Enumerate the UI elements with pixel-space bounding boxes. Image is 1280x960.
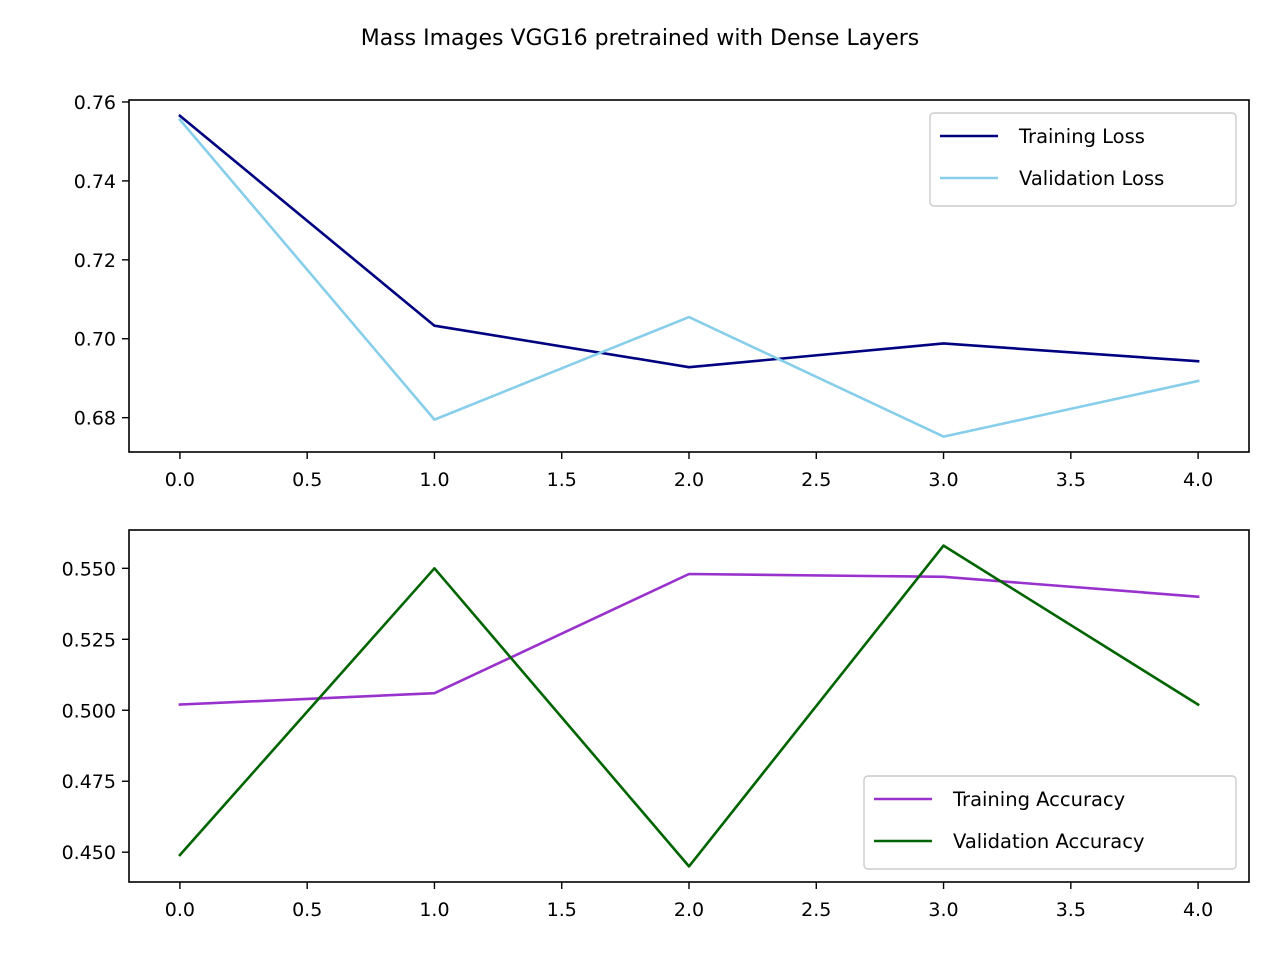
legend-label: Training Loss — [1018, 125, 1145, 148]
x-tick-label: 1.5 — [547, 899, 577, 921]
x-tick-label: 3.5 — [1056, 469, 1086, 491]
series-line-validation-loss — [178, 117, 1200, 438]
x-tick-label: 4.0 — [1183, 469, 1213, 491]
y-tick-label: 0.500 — [62, 700, 116, 722]
series-line-training-accuracy — [178, 572, 1200, 706]
x-tick-label: 1.0 — [419, 899, 449, 921]
series-line-validation-accuracy — [178, 544, 1200, 868]
x-tick-label: 2.0 — [674, 899, 704, 921]
figure-title: Mass Images VGG16 pretrained with Dense … — [361, 26, 920, 51]
legend: Training Loss Validation Loss — [929, 112, 1237, 207]
legend-label: Training Accuracy — [952, 788, 1125, 811]
x-tick-label: 2.5 — [801, 899, 831, 921]
y-tick-label: 0.68 — [74, 408, 116, 430]
x-tick-label: 3.5 — [1056, 899, 1086, 921]
x-tick-label: 4.0 — [1183, 899, 1213, 921]
y-tick-label: 0.70 — [74, 329, 116, 351]
y-tick-label: 0.450 — [62, 842, 116, 864]
x-tick-label: 2.0 — [674, 469, 704, 491]
legend-label: Validation Loss — [1019, 167, 1164, 190]
series-lines — [178, 544, 1200, 868]
legend-label: Validation Accuracy — [953, 830, 1145, 853]
x-tick-label: 0.5 — [292, 899, 322, 921]
y-tick-label: 0.76 — [74, 92, 116, 114]
loss-chart: 0.0 0.5 1.0 1.5 2.0 2.5 3.0 3.5 4.0 0.68 0.70 0.72 0… — [74, 92, 1250, 491]
y-tick-label: 0.72 — [74, 250, 116, 272]
x-tick-label: 3.0 — [928, 899, 958, 921]
x-tick-label: 1.5 — [547, 469, 577, 491]
accuracy-chart: 0.0 0.5 1.0 1.5 2.0 2.5 3.0 3.5 4.0 0.450 0.475 0.5… — [62, 529, 1250, 921]
y-tick-label: 0.550 — [62, 558, 116, 580]
legend-box — [863, 775, 1237, 870]
y-tick-label: 0.475 — [62, 771, 116, 793]
x-tick-label: 2.5 — [801, 469, 831, 491]
x-tick-label: 0.0 — [165, 469, 195, 491]
legend-box — [929, 112, 1237, 207]
x-tick-label: 0.0 — [165, 899, 195, 921]
x-tick-label: 3.0 — [928, 469, 958, 491]
y-tick-label: 0.525 — [62, 629, 116, 651]
y-tick-label: 0.74 — [74, 171, 116, 193]
x-tick-label: 0.5 — [292, 469, 322, 491]
series-lines — [178, 113, 1200, 438]
series-line-training-loss — [178, 113, 1200, 369]
x-tick-label: 1.0 — [419, 469, 449, 491]
legend: Training Accuracy Validation Accuracy — [863, 775, 1237, 870]
